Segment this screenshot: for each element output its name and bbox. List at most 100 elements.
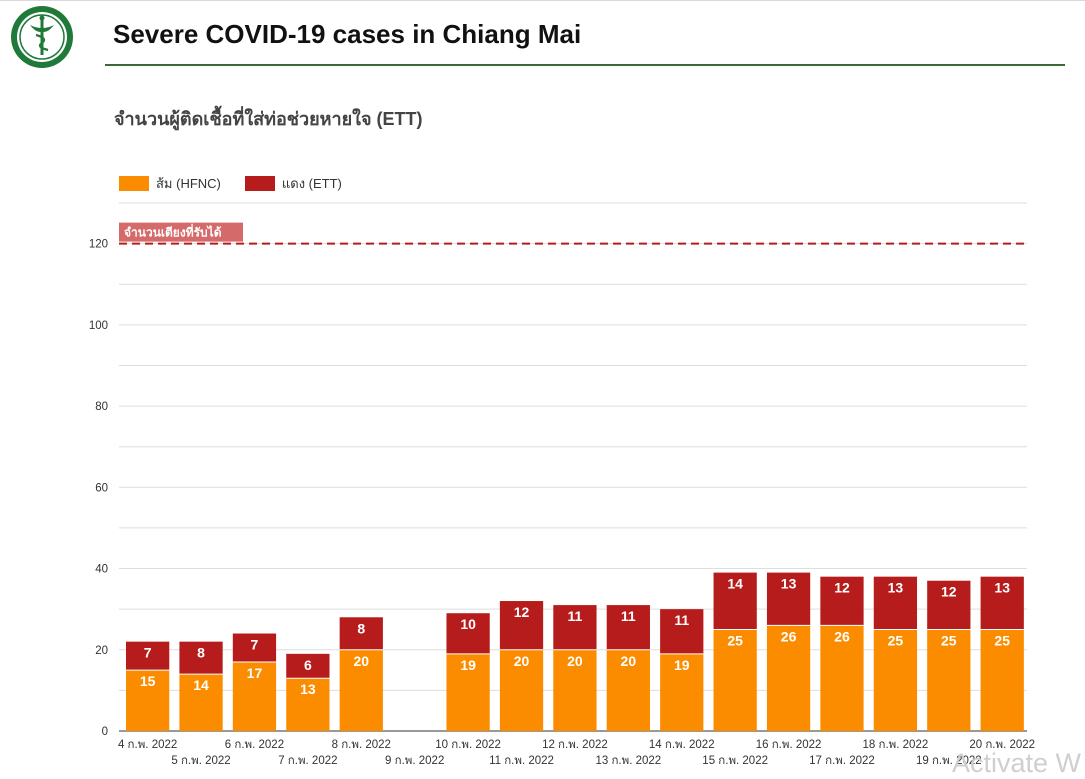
x-tick-label: 16 ก.พ. 2022 [756,739,822,751]
data-label-ett: 11 [674,612,689,628]
bar-hfnc [499,649,544,731]
bar-hfnc [553,649,597,731]
bar-hfnc [232,661,277,731]
bar-ett [179,641,223,675]
bar-ett [873,576,918,630]
data-label-hfnc: 25 [941,632,957,648]
bar-ett [286,653,330,679]
x-tick-label: 4 ก.พ. 2022 [118,739,177,751]
data-label-hfnc: 19 [674,657,690,673]
x-tick-label: 13 ก.พ. 2022 [595,755,661,767]
data-label-hfnc: 25 [727,632,743,648]
x-tick-label: 20 ก.พ. 2022 [969,739,1035,751]
bar-hfnc [339,649,383,731]
y-tick-label: 100 [89,320,108,332]
bar-ett [980,576,1024,630]
data-label-ett: 12 [834,580,850,596]
data-label-ett: 13 [781,576,797,592]
bar-hfnc [179,674,223,731]
y-tick-label: 0 [102,726,108,738]
bar-ett [820,576,864,626]
activate-watermark: Activate W [952,748,1082,778]
data-label-hfnc: 17 [247,665,263,681]
data-label-hfnc: 20 [353,653,369,669]
data-label-ett: 7 [144,645,152,661]
chart-legend: ส้ม (HFNC) แดง (ETT) [119,173,366,194]
data-label-ett: 13 [994,580,1010,596]
x-tick-label: 5 ก.พ. 2022 [171,755,230,767]
data-label-ett: 6 [304,657,312,673]
data-label-ett: 12 [514,604,530,620]
x-tick-label: 10 ก.พ. 2022 [435,739,501,751]
x-tick-label: 14 ก.พ. 2022 [649,739,715,751]
data-label-ett: 7 [251,637,259,653]
bar-ett [553,605,597,650]
bar-ett [713,572,757,630]
bar-ett [660,609,704,654]
bar-hfnc [660,653,704,731]
data-label-ett: 11 [621,608,636,624]
data-label-hfnc: 13 [300,681,316,697]
data-label-ett: 12 [941,584,957,600]
page-title: Severe COVID-19 cases in Chiang Mai [113,19,582,49]
x-tick-label: 11 ก.พ. 2022 [489,755,554,767]
bar-ett [606,605,650,650]
data-label-hfnc: 20 [621,653,637,669]
y-tick-label: 120 [89,239,108,251]
x-tick-label: 7 ก.พ. 2022 [278,755,337,767]
data-label-hfnc: 14 [193,677,209,693]
capacity-label-background [119,222,243,242]
data-label-hfnc: 25 [994,632,1010,648]
x-tick-label: 15 ก.พ. 2022 [702,755,768,767]
data-label-ett: 14 [727,576,743,592]
bar-ett [232,633,277,662]
data-label-ett: 8 [197,645,205,661]
bar-hfnc [126,670,170,731]
bar-ett [499,601,544,650]
legend-label-ett: แดง (ETT) [281,176,342,191]
legend-item-hfnc[interactable]: ส้ม (HFNC) [119,173,221,194]
bar-ett [446,613,490,654]
bar-hfnc [713,629,757,731]
data-label-ett: 13 [888,580,904,596]
x-tick-label: 8 ก.พ. 2022 [332,739,391,751]
x-tick-label: 9 ก.พ. 2022 [385,755,444,767]
bar-hfnc [820,625,864,731]
legend-item-ett[interactable]: แดง (ETT) [244,173,342,194]
top-border [0,0,1085,1]
bar-hfnc [766,625,811,731]
data-label-hfnc: 26 [834,628,850,644]
x-tick-label: 12 ก.พ. 2022 [542,739,608,751]
bar-ett [927,580,971,630]
y-tick-label: 80 [95,401,108,413]
data-label-hfnc: 19 [460,657,476,673]
data-label-ett: 10 [460,616,476,632]
data-label-ett: 11 [568,608,583,624]
bar-hfnc [873,629,918,731]
bar-hfnc [927,629,971,731]
y-tick-label: 20 [95,645,108,657]
data-label-hfnc: 25 [888,632,904,648]
chart-title: จำนวนผู้ติดเชื้อที่ใส่ท่อช่วยหายใจ (ETT) [114,109,423,129]
capacity-reference-label: จำนวนเตียงที่รับได้ [124,224,222,240]
data-label-ett: 8 [357,620,365,636]
x-tick-label: 18 ก.พ. 2022 [863,739,929,751]
bar-hfnc [606,649,650,731]
legend-swatch-hfnc [119,176,149,191]
bar-hfnc [446,653,490,731]
bar-hfnc [286,678,330,731]
bar-ett [766,572,811,626]
y-tick-label: 60 [95,482,108,494]
legend-label-hfnc: ส้ม (HFNC) [156,176,221,191]
bar-ett [339,617,383,650]
data-label-hfnc: 15 [140,673,156,689]
x-tick-label: 6 ก.พ. 2022 [225,739,284,751]
health-department-logo-icon [11,6,73,68]
data-label-hfnc: 20 [567,653,583,669]
bar-ett [126,641,170,671]
data-label-hfnc: 26 [781,628,797,644]
x-tick-label: 17 ก.พ. 2022 [809,755,875,767]
data-label-hfnc: 20 [514,653,530,669]
title-divider [105,64,1065,66]
